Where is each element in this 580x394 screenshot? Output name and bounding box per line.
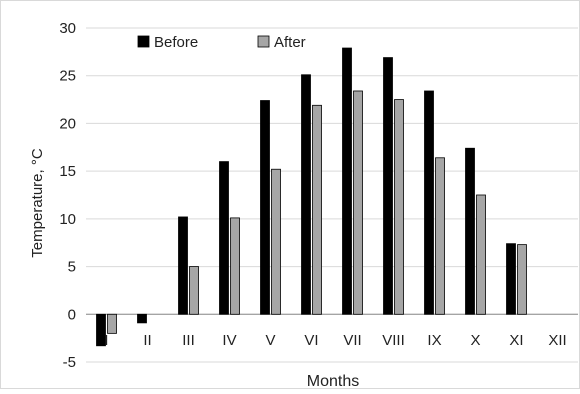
bar-after-I: [107, 313, 117, 334]
y-tick-label: 5: [68, 259, 76, 276]
bar-before-VIII: [383, 57, 393, 315]
legend-swatch-after: [257, 35, 270, 48]
x-tick-label: XII: [548, 332, 566, 349]
x-tick-label: X: [470, 332, 480, 349]
x-tick-label: IX: [427, 332, 441, 349]
bar-after-V: [271, 168, 281, 315]
bar-after-XI: [517, 244, 527, 315]
x-tick-label: I: [104, 332, 108, 349]
bar-before-II: [137, 313, 147, 324]
bar-before-IV: [219, 161, 229, 315]
x-tick-label: XI: [509, 332, 523, 349]
bar-before-VI: [301, 74, 311, 315]
legend-label-before: Before: [154, 34, 198, 51]
y-tick-label: 30: [59, 20, 76, 37]
bar-after-IV: [230, 217, 240, 315]
y-tick-label: 25: [59, 68, 76, 85]
bar-after-VII: [353, 90, 363, 315]
y-tick-label: 10: [59, 211, 76, 228]
x-axis-title: Months: [307, 373, 359, 389]
bar-before-I: [96, 313, 106, 347]
x-tick-label: IV: [222, 332, 236, 349]
bar-after-VIII: [394, 99, 404, 315]
bar-before-IX: [424, 90, 434, 315]
y-tick-label: -5: [63, 354, 76, 371]
bar-before-III: [178, 216, 188, 315]
bar-after-IX: [435, 157, 445, 315]
x-tick-label: V: [265, 332, 275, 349]
bar-before-V: [260, 100, 270, 315]
legend-label-after: After: [274, 34, 306, 51]
y-tick-label: 15: [59, 163, 76, 180]
x-tick-label: II: [143, 332, 151, 349]
y-tick-label: 20: [59, 115, 76, 132]
x-tick-label: III: [182, 332, 195, 349]
x-tick-label: VII: [343, 332, 361, 349]
x-tick-label: VI: [304, 332, 318, 349]
x-tick-label: VIII: [382, 332, 405, 349]
bar-after-VI: [312, 104, 322, 315]
bar-before-XI: [506, 243, 516, 315]
bar-before-VII: [342, 47, 352, 315]
bar-after-III: [189, 266, 199, 315]
y-axis-title: Temperature, °C: [29, 148, 46, 258]
bar-before-X: [465, 147, 475, 315]
bar-after-X: [476, 194, 486, 315]
legend-swatch-before: [137, 35, 150, 48]
y-tick-label: 0: [68, 306, 76, 323]
